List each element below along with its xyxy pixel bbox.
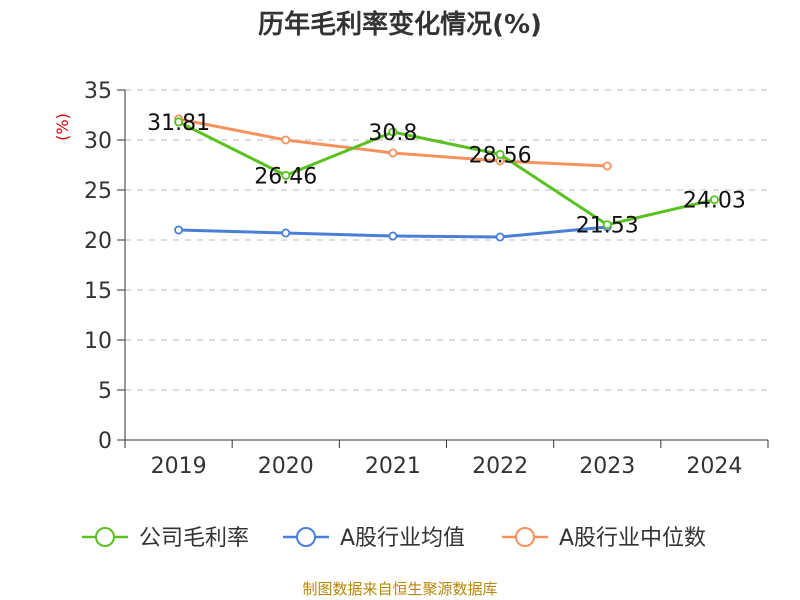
data-point [602,161,612,171]
series-1 [174,222,612,242]
legend-marker [95,527,115,547]
data-labels: 31.81 26.46 30.8 28.56 21.53 24.03 [147,111,746,239]
y-tick-label: 5 [98,379,112,404]
y-tick-label: 20 [84,229,112,254]
y-tick-label: 10 [84,329,112,354]
legend-marker [296,527,316,547]
legend-marker [515,527,535,547]
series-0 [174,117,719,230]
data-label: 28.56 [469,143,532,168]
data-point [495,232,505,242]
legend-label: A股行业中位数 [559,526,706,551]
legend: 公司毛利率 A股行业均值 A股行业中位数 [82,526,706,551]
legend-label: A股行业均值 [340,526,465,551]
x-tick-label: 2024 [686,454,742,479]
x-tick-label: 2020 [258,454,314,479]
legend-label: 公司毛利率 [139,526,249,551]
data-point [281,170,291,180]
data-point [709,195,719,205]
legend-item-0: 公司毛利率 [82,526,249,551]
data-point [495,149,505,159]
data-point [388,148,398,158]
data-label: 26.46 [254,164,317,189]
y-tick-label: 25 [84,179,112,204]
x-tick-label: 2021 [365,454,421,479]
data-label: 21.53 [576,214,639,239]
x-tick-label: 2022 [472,454,528,479]
y-axis-label: (%) [53,113,72,141]
chart-title: 历年毛利率变化情况(%) [258,9,542,40]
legend-item-2: A股行业中位数 [502,526,706,551]
x-tick-label: 2023 [579,454,635,479]
legend-item-1: A股行业均值 [283,526,465,551]
data-point [174,117,184,127]
data-point [602,220,612,230]
series-layer [174,114,719,242]
y-tick-label: 0 [98,429,112,454]
data-point [388,127,398,137]
y-tick-label: 15 [84,279,112,304]
data-point [281,228,291,238]
data-label: 24.03 [683,189,746,214]
data-point [281,135,291,145]
data-label: 30.8 [368,121,417,146]
series-line [177,120,715,227]
source-note: 制图数据来自恒生聚源数据库 [302,580,497,598]
data-label: 31.81 [147,111,210,136]
y-tick-label: 35 [84,79,112,104]
data-point [388,231,398,241]
axes: 0 5 10 15 20 25 30 35 2019 2020 2021 2022 2023 2024 [84,79,769,479]
gridlines [125,89,768,391]
data-point [174,225,184,235]
x-tick-label: 2019 [151,454,207,479]
y-tick-label: 30 [84,129,112,154]
